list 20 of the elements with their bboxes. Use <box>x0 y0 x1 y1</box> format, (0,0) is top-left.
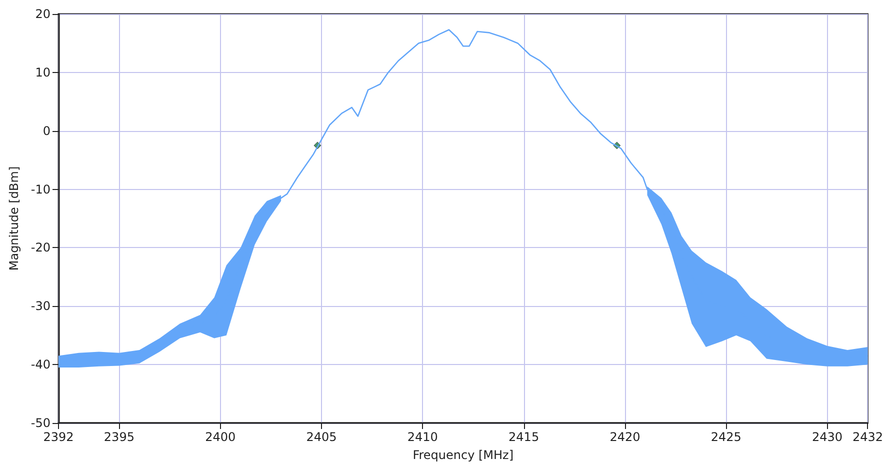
x-tick-label: 2430 <box>812 430 843 444</box>
x-tick-label: 2425 <box>710 430 742 444</box>
y-tick-label: 20 <box>35 7 50 21</box>
x-tick-label: 2420 <box>610 430 640 444</box>
y-tick-label: -30 <box>30 299 50 314</box>
x-tick-label: 2392 <box>43 430 74 444</box>
y-tick-label: 0 <box>42 124 50 138</box>
y-axis-title: Magnitude [dBm] <box>7 166 21 271</box>
y-tick-label: -10 <box>30 182 50 196</box>
y-tick-label: -40 <box>30 358 50 372</box>
x-tick-label: 2432 <box>852 430 884 444</box>
x-tick-label: 2410 <box>407 430 438 444</box>
x-axis-title: Frequency [MHz] <box>412 448 514 462</box>
x-tick-label: 2400 <box>205 430 236 444</box>
x-tick-label: 2415 <box>508 430 540 444</box>
y-tick-label: -50 <box>30 416 50 430</box>
x-tick-label: 2395 <box>104 430 134 444</box>
y-tick-label: 10 <box>35 65 50 80</box>
x-tick-label: 2405 <box>306 430 337 444</box>
y-tick-label: -20 <box>30 240 50 255</box>
